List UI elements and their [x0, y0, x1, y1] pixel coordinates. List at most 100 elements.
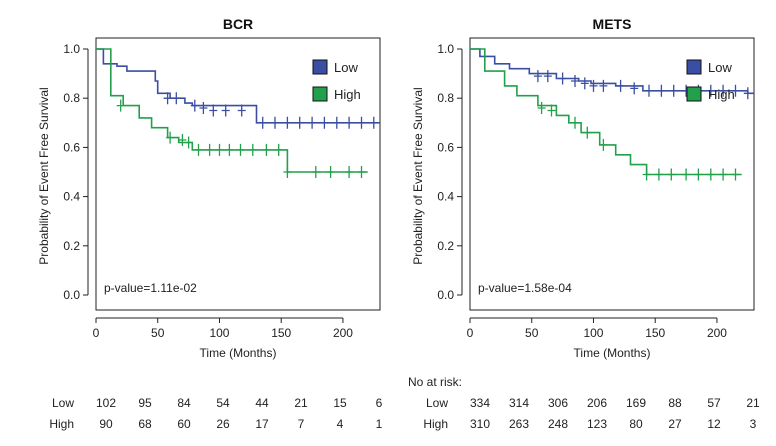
- panel-bcr-x-tick-label: 50: [151, 326, 165, 340]
- panel-bcr-risk-count: 21: [294, 396, 308, 410]
- panel-bcr-series-high-censor-mark: [311, 166, 320, 178]
- panel-bcr-series-high-censor-mark: [215, 143, 224, 156]
- panel-bcr-x-axis-label: Time (Months): [200, 346, 277, 360]
- panel-mets-series-low-censor-mark: [669, 84, 678, 97]
- panel-mets-risk-count: 169: [626, 396, 646, 410]
- panel-bcr-legend-label-high: High: [334, 87, 361, 102]
- panel-mets-series-high-censor-mark: [583, 126, 592, 139]
- panel-mets-y-tick-label: 0.0: [437, 288, 454, 302]
- panel-bcr-series-low-censor-mark: [295, 116, 304, 129]
- panel-bcr-x-tick-label: 200: [333, 326, 353, 340]
- panel-mets-series-high-censor-mark: [599, 138, 608, 151]
- panel-mets-risk-count: 3: [750, 417, 757, 431]
- panel-mets-series-high-censor-mark: [642, 168, 651, 181]
- panel-mets-series-high-line: [470, 48, 742, 176]
- panel-bcr-series-low-censor-mark: [320, 116, 329, 129]
- panel-mets-series-low-censor-mark: [616, 79, 625, 92]
- panel-bcr-x-tick-label: 150: [271, 326, 291, 340]
- panel-mets-series-low-censor-mark: [571, 75, 579, 87]
- panel-bcr-series-high-censor-mark: [262, 143, 271, 156]
- risk-table-title: No at risk:: [408, 375, 462, 389]
- panel-bcr-risk-count: 95: [138, 396, 152, 410]
- panel-bcr-risk-count: 102: [96, 396, 116, 410]
- panel-mets-series-high-censor-mark: [571, 116, 579, 129]
- panel-mets-series-low-censor-mark: [580, 77, 589, 90]
- panel-mets-series-low-censor-mark: [630, 82, 639, 95]
- panel-mets-risk-count: 88: [668, 396, 682, 410]
- panel-bcr-y-tick-label: 1.0: [63, 42, 80, 56]
- panel-bcr-series-low-censor-mark: [308, 116, 317, 129]
- panel-mets-series-low-censor-mark: [657, 84, 666, 97]
- panel-bcr-series-low-censor-mark: [369, 116, 378, 129]
- panel-mets-y-tick-label: 0.8: [437, 91, 454, 105]
- panel-bcr-series-low-censor-mark: [258, 116, 267, 129]
- panel-bcr-risk-count: 6: [376, 396, 383, 410]
- panel-mets-risk-count: 306: [548, 396, 568, 410]
- panel-bcr-series-low-censor-mark: [163, 92, 172, 105]
- panel-bcr-series-low-censor-mark: [332, 116, 341, 129]
- panel-bcr-series-low-censor-mark: [209, 104, 218, 117]
- panel-mets-x-tick-label: 50: [525, 326, 539, 340]
- panel-bcr-series-low-censor-mark: [221, 104, 230, 117]
- panel-mets-risk-count: 80: [629, 417, 643, 431]
- panel-bcr-series-high-censor-mark: [205, 143, 214, 156]
- panel-mets-risk-count: 57: [707, 396, 721, 410]
- panel-bcr-series-low-censor-mark: [345, 116, 354, 129]
- panel-mets-risk-count: 21: [746, 396, 760, 410]
- panel-mets-risk-count: 123: [587, 417, 607, 431]
- panel-bcr-series-low-censor-mark: [237, 104, 246, 117]
- panel-mets-x-tick-label: 0: [467, 326, 474, 340]
- panel-mets-series-high-censor-mark: [547, 104, 556, 117]
- panel-mets-series-low-censor-mark: [589, 79, 598, 92]
- panel-bcr-y-tick-label: 0.2: [63, 239, 80, 253]
- panel-mets-risk-count: 206: [587, 396, 607, 410]
- panel-bcr-series-high-censor-mark: [184, 136, 193, 149]
- panel-bcr-legend-label-low: Low: [334, 60, 358, 75]
- panel-mets-series-low-censor-mark: [645, 84, 653, 97]
- panel-mets-series-low-censor-mark: [719, 84, 728, 97]
- panel-mets-series-high-censor-mark: [667, 168, 676, 181]
- panel-mets-y-tick-label: 0.4: [437, 190, 454, 204]
- panel-mets-series-low-censor-mark: [706, 84, 715, 97]
- panel-bcr-series-low-censor-mark: [271, 116, 279, 129]
- panel-bcr-y-tick-label: 0.6: [63, 140, 80, 154]
- panel-bcr-series-high-censor-mark: [248, 143, 257, 156]
- panel-mets-risk-count: 334: [470, 396, 490, 410]
- panel-mets-series-high-censor-mark: [731, 168, 740, 181]
- panel-mets-x-tick-label: 200: [707, 326, 727, 340]
- panel-bcr-series-low-censor-mark: [172, 92, 181, 105]
- panel-bcr-series-high-censor-mark: [236, 143, 245, 156]
- panel-bcr-y-tick-label: 0.8: [63, 91, 80, 105]
- panel-mets-series-low-censor-mark: [743, 87, 752, 100]
- panel-bcr-risk-row-label: High: [49, 417, 74, 431]
- panel-bcr-risk-count: 68: [138, 417, 152, 431]
- panel-mets-series-high-censor-mark: [694, 168, 703, 181]
- panel-bcr-y-tick-label: 0.0: [63, 288, 80, 302]
- panel-mets-y-tick-label: 0.2: [437, 239, 454, 253]
- panel-mets-x-axis-label: Time (Months): [574, 346, 651, 360]
- panel-bcr-series-high-censor-mark: [345, 166, 354, 178]
- panel-bcr-legend-swatch-low: [312, 59, 328, 75]
- panel-mets-legend-swatch-low: [686, 59, 702, 75]
- panel-bcr-risk-count: 7: [298, 417, 305, 431]
- panel-bcr-x-tick-label: 0: [93, 326, 100, 340]
- panel-bcr-series-high-censor-mark: [194, 143, 203, 156]
- panel-bcr-pvalue: p-value=1.11e-02: [104, 281, 197, 295]
- panel-bcr-risk-count: 84: [177, 396, 191, 410]
- panel-bcr-series-low-censor-mark: [357, 116, 366, 129]
- panel-bcr-risk-count: 90: [99, 417, 113, 431]
- panel-bcr-series-high-censor-mark: [283, 166, 292, 178]
- panel-mets-risk-count: 263: [509, 417, 529, 431]
- panel-mets-series-high-censor-mark: [654, 168, 663, 181]
- panel-bcr-series-high-censor-mark: [166, 131, 175, 144]
- panel-mets-series-low-censor-mark: [731, 84, 740, 97]
- panel-bcr-series-low-censor-mark: [199, 102, 208, 114]
- panel-mets-y-axis-label: Probability of Event Free Survival: [411, 87, 425, 264]
- panel-bcr-series-high-censor-mark: [357, 166, 366, 178]
- panel-mets-risk-row-label: High: [423, 417, 448, 431]
- panel-bcr-series-high-censor-mark: [274, 143, 283, 156]
- panel-mets-plot-frame: [469, 37, 755, 311]
- panel-bcr-y-tick-label: 0.4: [63, 190, 80, 204]
- panel-mets-series-high-censor-mark: [682, 168, 691, 181]
